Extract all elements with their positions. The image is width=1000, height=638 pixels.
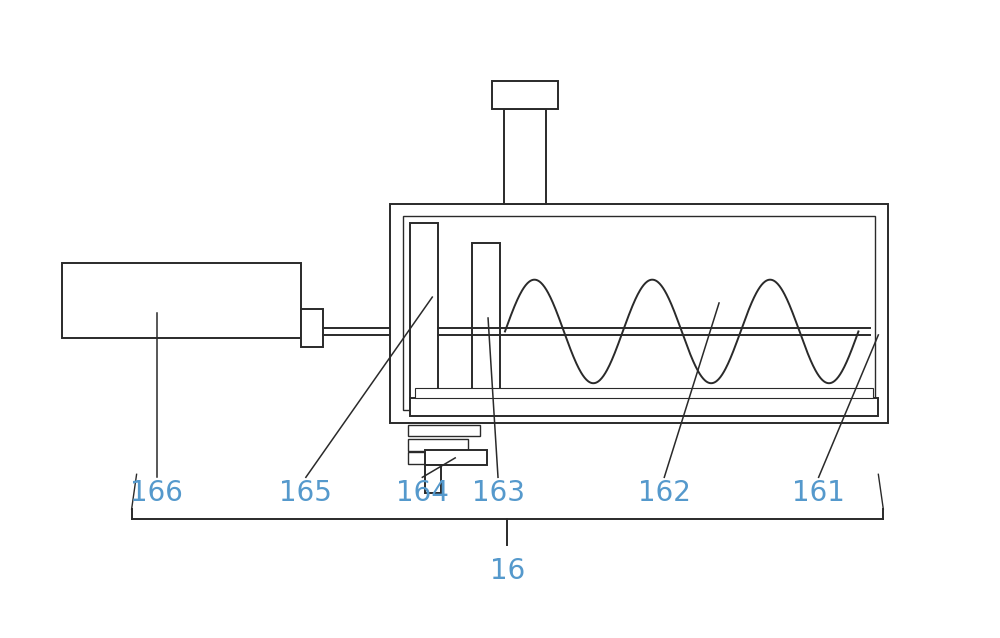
Text: 162: 162 xyxy=(638,479,691,507)
Bar xyxy=(504,109,546,204)
Text: 165: 165 xyxy=(279,479,332,507)
Bar xyxy=(410,397,878,415)
Text: 164: 164 xyxy=(396,479,449,507)
Bar xyxy=(425,450,487,465)
Bar xyxy=(415,388,873,397)
Text: 161: 161 xyxy=(792,479,845,507)
Bar xyxy=(62,263,301,338)
Bar xyxy=(472,243,500,392)
Bar xyxy=(492,81,558,109)
Text: 16: 16 xyxy=(490,557,525,585)
Bar xyxy=(408,452,460,464)
Bar xyxy=(403,216,875,410)
Bar xyxy=(408,424,480,436)
Text: 166: 166 xyxy=(130,479,183,507)
Bar xyxy=(301,309,323,347)
Bar xyxy=(390,204,888,422)
Bar xyxy=(408,440,468,452)
Bar xyxy=(410,223,438,408)
Bar xyxy=(425,465,441,493)
Text: 163: 163 xyxy=(472,479,525,507)
